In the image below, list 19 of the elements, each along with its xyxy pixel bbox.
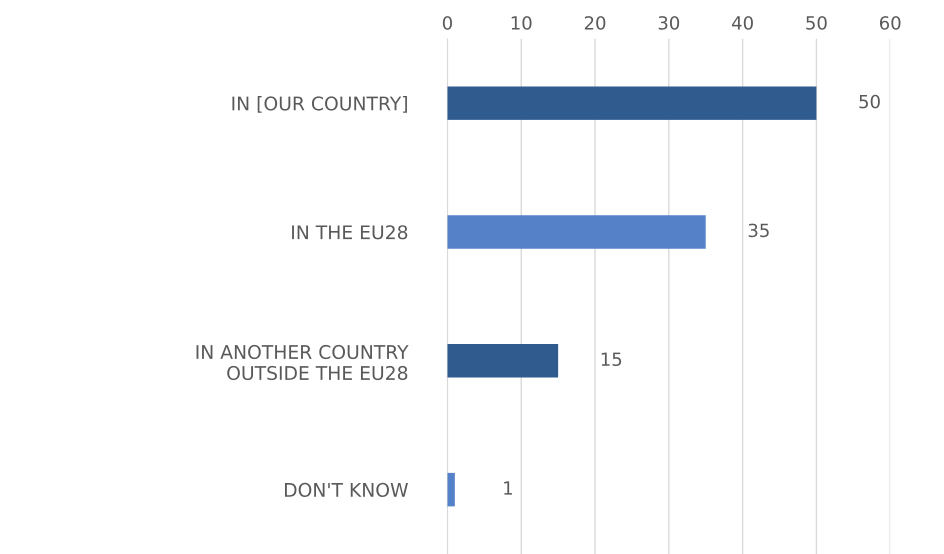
data-label: 50	[859, 94, 880, 108]
data-label: 35	[748, 224, 769, 238]
bar	[447, 86, 816, 120]
bar	[447, 344, 558, 378]
y-tick-label: IN [OUR COUNTRY]	[232, 96, 407, 113]
x-tick-label: 60	[880, 16, 900, 30]
x-tick-label: 0	[442, 16, 452, 30]
x-tick-label: 10	[512, 16, 532, 30]
x-tick-label: 50	[806, 16, 827, 30]
x-tick-label: 20	[584, 16, 606, 30]
y-tick-label: IN THE EU28	[292, 225, 408, 240]
data-label: 15	[602, 352, 622, 366]
y-tick-label: IN ANOTHER COUNTRY OUTSIDE THE EU28	[196, 344, 409, 380]
y-tick-label: DON'T KNOW	[284, 482, 408, 497]
x-tick-label: 30	[658, 16, 680, 30]
data-label: 1	[504, 481, 512, 495]
x-tick-label: 40	[732, 16, 753, 30]
bar	[447, 472, 455, 506]
bar	[447, 215, 706, 249]
